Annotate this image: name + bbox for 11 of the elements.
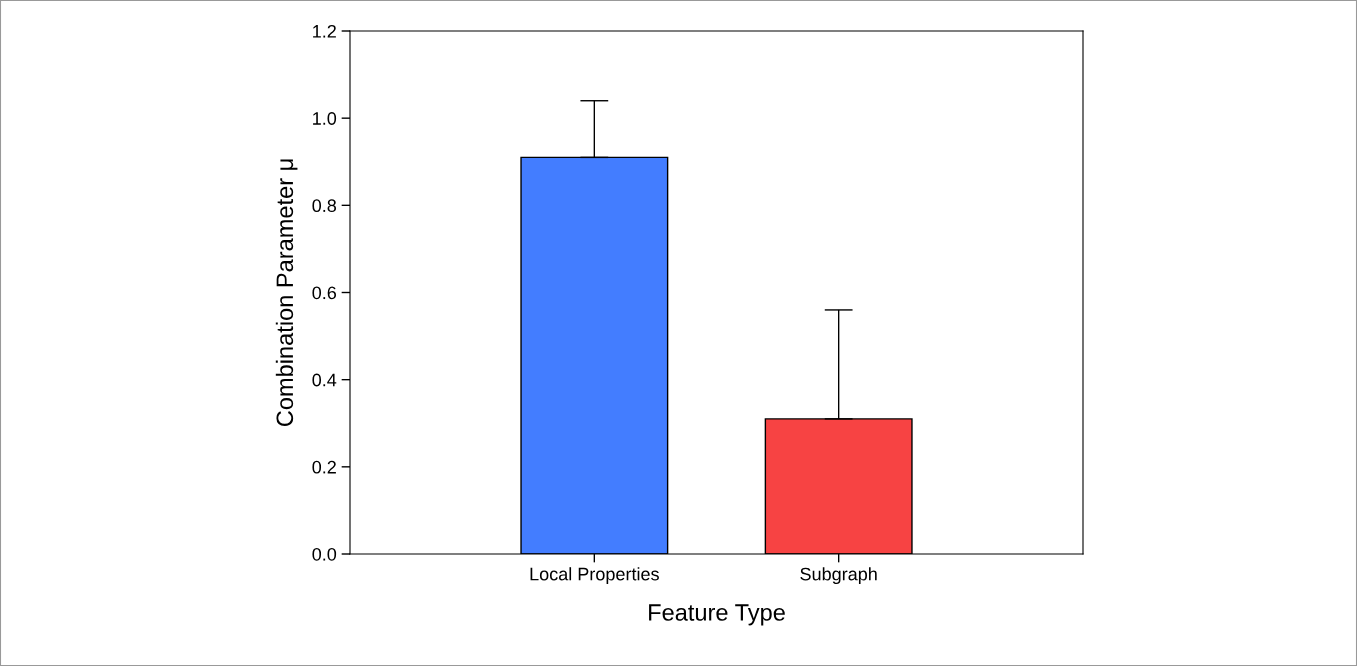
y-tick-label: 1.2 <box>313 24 336 38</box>
x-tick-label: Local Properties <box>530 567 659 585</box>
x-tick-label: Subgraph <box>800 567 877 585</box>
y-axis-title: Combination Parameter μ <box>275 159 298 427</box>
y-tick-label: 0.2 <box>312 460 336 474</box>
x-axis-title: Feature Type <box>649 604 785 626</box>
y-tick-label: 0.6 <box>312 286 337 300</box>
y-tick-label: 0.8 <box>312 199 337 213</box>
y-tick-label: 0.0 <box>312 547 337 561</box>
y-tick-label: 0.4 <box>312 373 337 387</box>
y-tick-label: 1.0 <box>313 112 337 125</box>
